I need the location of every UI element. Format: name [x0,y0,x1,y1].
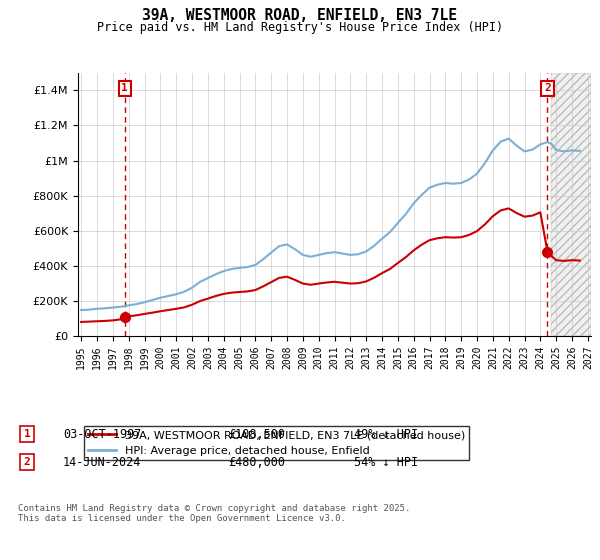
Text: 14-JUN-2024: 14-JUN-2024 [63,455,142,469]
Text: 1: 1 [121,83,128,94]
Text: 54% ↓ HPI: 54% ↓ HPI [354,455,418,469]
Text: 2: 2 [544,83,551,94]
Bar [551,73,591,336]
Text: £480,000: £480,000 [228,455,285,469]
Text: 49% ↓ HPI: 49% ↓ HPI [354,427,418,441]
Text: 39A, WESTMOOR ROAD, ENFIELD, EN3 7LE: 39A, WESTMOOR ROAD, ENFIELD, EN3 7LE [143,8,458,24]
Text: Price paid vs. HM Land Registry's House Price Index (HPI): Price paid vs. HM Land Registry's House … [97,21,503,34]
Text: Contains HM Land Registry data © Crown copyright and database right 2025.
This d: Contains HM Land Registry data © Crown c… [18,504,410,524]
Text: 03-OCT-1997: 03-OCT-1997 [63,427,142,441]
Legend: 39A, WESTMOOR ROAD, ENFIELD, EN3 7LE (detached house), HPI: Average price, detac: 39A, WESTMOOR ROAD, ENFIELD, EN3 7LE (de… [83,426,469,460]
Text: 1: 1 [23,429,31,439]
Text: £108,500: £108,500 [228,427,285,441]
Text: 2: 2 [23,457,31,467]
